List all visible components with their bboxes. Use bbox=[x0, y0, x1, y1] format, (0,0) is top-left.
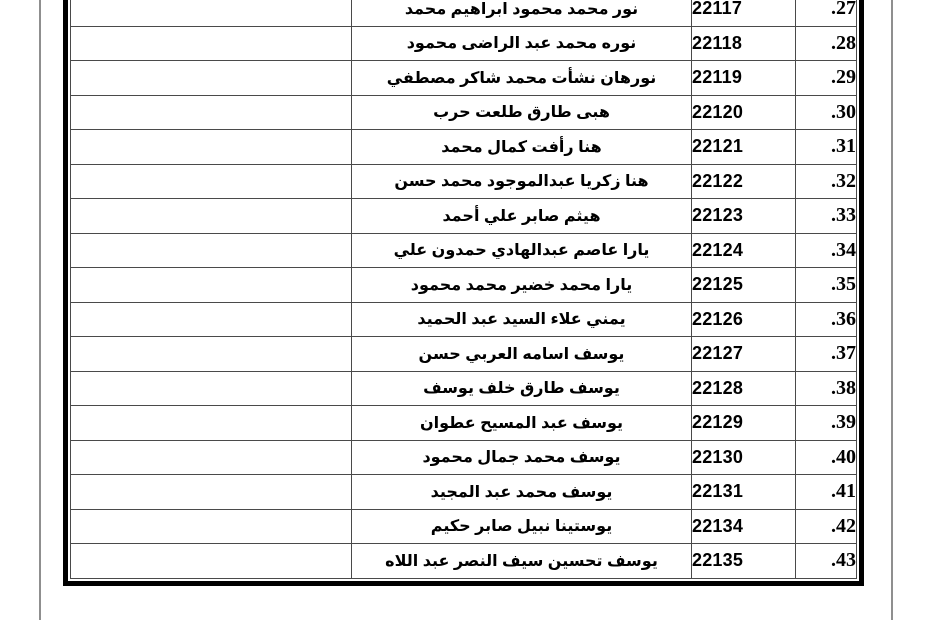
serial-number-cell: .30 bbox=[795, 94, 857, 130]
table-row: .31 22121 هنا رأفت كمال محمد bbox=[70, 129, 857, 165]
roster-table-frame: .27 22117 نور محمد محمود ابراهيم محمد .2… bbox=[63, 0, 864, 586]
student-name-cell: هيثم صابر علي أحمد bbox=[351, 198, 692, 234]
table-row: .34 22124 يارا عاصم عبدالهادي حمدون علي bbox=[70, 232, 857, 268]
seat-number-cell: 22126 bbox=[691, 301, 796, 337]
serial-number-cell: .40 bbox=[795, 439, 857, 475]
seat-number-cell: 22128 bbox=[691, 370, 796, 406]
empty-cell bbox=[70, 0, 352, 27]
serial-number-cell: .38 bbox=[795, 370, 857, 406]
seat-number-cell: 22123 bbox=[691, 198, 796, 234]
seat-number-cell: 22119 bbox=[691, 60, 796, 96]
table-row: .27 22117 نور محمد محمود ابراهيم محمد bbox=[70, 0, 857, 27]
empty-cell bbox=[70, 267, 352, 303]
empty-cell bbox=[70, 508, 352, 544]
empty-cell bbox=[70, 25, 352, 61]
table-row: .35 22125 يارا محمد خضير محمد محمود bbox=[70, 267, 857, 303]
seat-number-cell: 22124 bbox=[691, 232, 796, 268]
table-row: .43 22135 يوسف تحسين سيف النصر عبد اللاه bbox=[70, 543, 857, 579]
table-row: .41 22131 يوسف محمد عبد المجيد bbox=[70, 474, 857, 510]
student-name-cell: نورهان نشأت محمد شاكر مصطفي bbox=[351, 60, 692, 96]
empty-cell bbox=[70, 94, 352, 130]
table-row: .38 22128 يوسف طارق خلف يوسف bbox=[70, 370, 857, 406]
serial-number-cell: .32 bbox=[795, 163, 857, 199]
student-name-cell: يمني علاء السيد عبد الحميد bbox=[351, 301, 692, 337]
student-name-cell: هنا رأفت كمال محمد bbox=[351, 129, 692, 165]
table-row: .39 22129 يوسف عبد المسيح عطوان bbox=[70, 405, 857, 441]
student-name-cell: هنا زكريا عبدالموجود محمد حسن bbox=[351, 163, 692, 199]
student-name-cell: نوره محمد عبد الراضى محمود bbox=[351, 25, 692, 61]
empty-cell bbox=[70, 439, 352, 475]
serial-number-cell: .42 bbox=[795, 508, 857, 544]
serial-number-cell: .41 bbox=[795, 474, 857, 510]
student-name-cell: يوسف محمد عبد المجيد bbox=[351, 474, 692, 510]
seat-number-cell: 22120 bbox=[691, 94, 796, 130]
student-name-cell: يوسف عبد المسيح عطوان bbox=[351, 405, 692, 441]
table-row: .29 22119 نورهان نشأت محمد شاكر مصطفي bbox=[70, 60, 857, 96]
seat-number-cell: 22127 bbox=[691, 336, 796, 372]
table-row: .33 22123 هيثم صابر علي أحمد bbox=[70, 198, 857, 234]
serial-number-cell: .34 bbox=[795, 232, 857, 268]
empty-cell bbox=[70, 60, 352, 96]
student-name-cell: يوسف محمد جمال محمود bbox=[351, 439, 692, 475]
empty-cell bbox=[70, 198, 352, 234]
seat-number-cell: 22131 bbox=[691, 474, 796, 510]
seat-number-cell: 22129 bbox=[691, 405, 796, 441]
student-name-cell: يوسف اسامه العربي حسن bbox=[351, 336, 692, 372]
seat-number-cell: 22118 bbox=[691, 25, 796, 61]
seat-number-cell: 22135 bbox=[691, 543, 796, 579]
table-row: .28 22118 نوره محمد عبد الراضى محمود bbox=[70, 25, 857, 61]
seat-number-cell: 22134 bbox=[691, 508, 796, 544]
empty-cell bbox=[70, 543, 352, 579]
empty-cell bbox=[70, 129, 352, 165]
table-row: .30 22120 هبى طارق طلعت حرب bbox=[70, 94, 857, 130]
student-name-cell: يوسف تحسين سيف النصر عبد اللاه bbox=[351, 543, 692, 579]
student-name-cell: هبى طارق طلعت حرب bbox=[351, 94, 692, 130]
serial-number-cell: .28 bbox=[795, 25, 857, 61]
student-name-cell: نور محمد محمود ابراهيم محمد bbox=[351, 0, 692, 27]
serial-number-cell: .35 bbox=[795, 267, 857, 303]
seat-number-cell: 22117 bbox=[691, 0, 796, 27]
serial-number-cell: .43 bbox=[795, 543, 857, 579]
seat-number-cell: 22125 bbox=[691, 267, 796, 303]
student-roster-table: .27 22117 نور محمد محمود ابراهيم محمد .2… bbox=[70, 0, 857, 579]
empty-cell bbox=[70, 474, 352, 510]
serial-number-cell: .31 bbox=[795, 129, 857, 165]
empty-cell bbox=[70, 405, 352, 441]
empty-cell bbox=[70, 163, 352, 199]
table-row: .37 22127 يوسف اسامه العربي حسن bbox=[70, 336, 857, 372]
seat-number-cell: 22122 bbox=[691, 163, 796, 199]
student-name-cell: يارا محمد خضير محمد محمود bbox=[351, 267, 692, 303]
serial-number-cell: .36 bbox=[795, 301, 857, 337]
table-row: .42 22134 يوستينا نبيل صابر حكيم bbox=[70, 508, 857, 544]
serial-number-cell: .39 bbox=[795, 405, 857, 441]
student-name-cell: يارا عاصم عبدالهادي حمدون علي bbox=[351, 232, 692, 268]
empty-cell bbox=[70, 336, 352, 372]
student-name-cell: يوستينا نبيل صابر حكيم bbox=[351, 508, 692, 544]
table-row: .36 22126 يمني علاء السيد عبد الحميد bbox=[70, 301, 857, 337]
serial-number-cell: .27 bbox=[795, 0, 857, 27]
page-margin-rule-left bbox=[39, 0, 41, 620]
serial-number-cell: .29 bbox=[795, 60, 857, 96]
serial-number-cell: .33 bbox=[795, 198, 857, 234]
table-row: .40 22130 يوسف محمد جمال محمود bbox=[70, 439, 857, 475]
empty-cell bbox=[70, 232, 352, 268]
page-margin-rule-right bbox=[891, 0, 893, 620]
serial-number-cell: .37 bbox=[795, 336, 857, 372]
empty-cell bbox=[70, 301, 352, 337]
table-row: .32 22122 هنا زكريا عبدالموجود محمد حسن bbox=[70, 163, 857, 199]
roster-table-body: .27 22117 نور محمد محمود ابراهيم محمد .2… bbox=[70, 0, 857, 579]
student-name-cell: يوسف طارق خلف يوسف bbox=[351, 370, 692, 406]
seat-number-cell: 22130 bbox=[691, 439, 796, 475]
empty-cell bbox=[70, 370, 352, 406]
seat-number-cell: 22121 bbox=[691, 129, 796, 165]
